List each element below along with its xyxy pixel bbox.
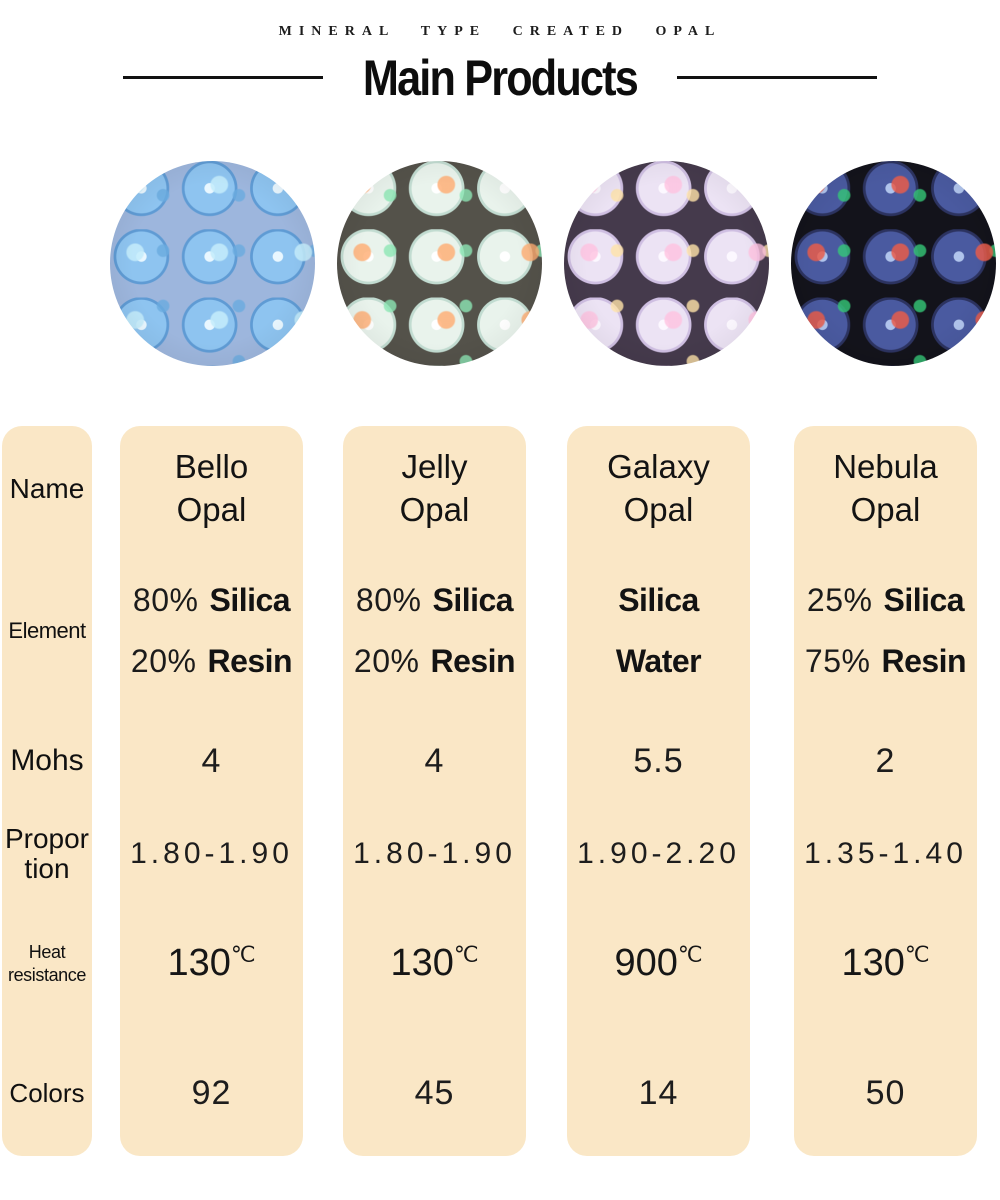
mohs-value: 4 — [424, 741, 445, 780]
colors-value: 50 — [865, 1074, 906, 1112]
spec-labels-column: Name Element Mohs Proportion Heat resist… — [2, 426, 92, 1156]
title-rule-right — [676, 76, 877, 79]
heat-value: 900℃ — [614, 942, 703, 984]
element-line: 25% Silica — [806, 582, 965, 619]
product-photo-galaxy-opal — [564, 161, 769, 366]
mohs-value: 5.5 — [633, 741, 684, 780]
product-photos-row — [110, 161, 1000, 366]
element-line: 75% Resin — [804, 643, 967, 679]
product-photo-nebula-opal — [791, 161, 996, 366]
product-name: Jelly Opal — [399, 447, 470, 528]
element-line: 80% Silica — [355, 582, 514, 619]
row-label-element: Element — [8, 618, 86, 644]
product-name: Bello Opal — [174, 447, 249, 528]
spec-column-bello-opal: Bello Opal 80% Silica 20% Resin 4 1.80-1.9… — [120, 426, 303, 1156]
row-label-colors: Colors — [9, 1077, 85, 1108]
title-row: Main Products — [0, 49, 1000, 106]
element-line: Water — [615, 643, 702, 679]
colors-value: 45 — [414, 1074, 455, 1112]
row-label-proportion: Proportion — [4, 823, 90, 884]
colors-value: 14 — [638, 1074, 679, 1112]
colors-value: 92 — [191, 1074, 232, 1112]
proportion-value: 1.80-1.90 — [130, 836, 293, 870]
element-cell: 80% Silica 20% Resin — [120, 551, 303, 711]
product-photo-bello-opal — [110, 161, 315, 366]
element-line: 20% Resin — [130, 643, 293, 679]
spec-column-jelly-opal: Jelly Opal 80% Silica 20% Resin 4 1.80-1.9… — [343, 426, 526, 1156]
element-line: 20% Resin — [353, 643, 516, 679]
proportion-value: 1.35-1.40 — [804, 836, 967, 870]
product-photo-jelly-opal — [337, 161, 542, 366]
proportion-value: 1.90-2.20 — [577, 836, 740, 870]
element-line: Silica — [618, 582, 699, 619]
heat-value: 130℃ — [167, 942, 256, 984]
element-cell: Silica Water — [567, 551, 750, 711]
product-name: Nebula Opal — [833, 447, 938, 528]
header: MINERAL TYPE CREATED OPAL Main Products — [0, 0, 1000, 106]
row-label-mohs: Mohs — [10, 744, 84, 778]
spec-column-nebula-opal: Nebula Opal 25% Silica 75% Resin 2 1.35-1.… — [794, 426, 977, 1156]
mohs-value: 2 — [875, 741, 896, 780]
heat-value: 130℃ — [390, 942, 479, 984]
header-tagline: MINERAL TYPE CREATED OPAL — [278, 24, 722, 39]
element-cell: 25% Silica 75% Resin — [794, 551, 977, 711]
product-name: Galaxy Opal — [607, 447, 710, 528]
page-title: Main Products — [362, 49, 639, 106]
proportion-value: 1.80-1.90 — [353, 836, 516, 870]
spec-column-galaxy-opal: Galaxy Opal Silica Water 5.5 1.90-2.20 9… — [567, 426, 750, 1156]
title-rule-left — [123, 76, 324, 79]
spec-table: Name Element Mohs Proportion Heat resist… — [0, 426, 1000, 1156]
element-cell: 80% Silica 20% Resin — [343, 551, 526, 711]
row-label-heat: Heat resistance — [7, 942, 87, 985]
mohs-value: 4 — [201, 741, 222, 780]
heat-value: 130℃ — [841, 942, 930, 984]
row-label-name: Name — [9, 472, 85, 504]
element-line: 80% Silica — [132, 582, 291, 619]
